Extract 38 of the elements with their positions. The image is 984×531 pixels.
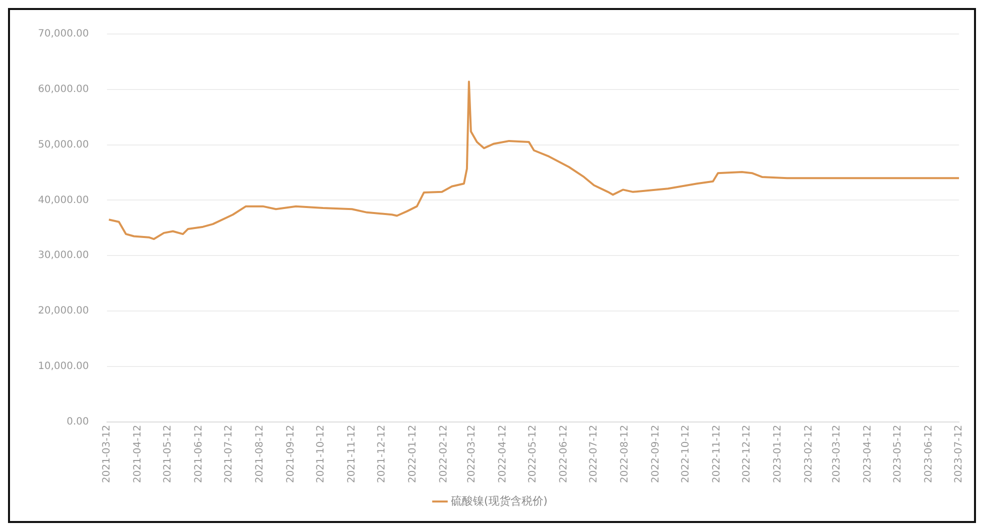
x-tick-label: 2021-11-12 <box>346 424 358 484</box>
x-tick-label: 2021-08-12 <box>254 424 266 484</box>
x-tick-label: 2022-07-12 <box>588 424 600 484</box>
y-tick-label: 20,000.00 <box>38 306 89 317</box>
legend-label: 硫酸镍(现货含税价) <box>450 494 548 508</box>
x-tick-label: 2022-08-12 <box>620 424 631 484</box>
y-tick-label: 60,000.00 <box>38 84 89 96</box>
y-tick-label: 50,000.00 <box>38 139 89 150</box>
x-tick-label: 2022-09-12 <box>650 424 662 484</box>
x-tick-label: 2022-01-12 <box>408 424 419 484</box>
y-tick-label: 10,000.00 <box>38 361 89 372</box>
x-tick-label: 2021-04-12 <box>132 424 144 484</box>
x-tick-label: 2021-09-12 <box>286 424 297 484</box>
x-tick-label: 2021-12-12 <box>376 424 388 484</box>
x-tick-label: 2023-02-12 <box>804 424 815 484</box>
x-tick-label: 2022-05-12 <box>528 424 539 484</box>
x-tick-label: 2023-04-12 <box>862 424 874 484</box>
x-tick-label: 2023-03-12 <box>832 424 843 484</box>
x-tick-label: 2023-07-12 <box>954 424 965 484</box>
x-tick-label: 2022-11-12 <box>712 424 723 484</box>
x-tick-label: 2021-07-12 <box>224 424 235 484</box>
y-tick-label: 30,000.00 <box>38 250 89 262</box>
x-tick-label: 2021-06-12 <box>194 424 204 484</box>
y-tick-label: 40,000.00 <box>38 194 89 206</box>
x-tick-label: 2023-05-12 <box>892 424 904 484</box>
x-tick-label: 2022-12-12 <box>742 424 753 484</box>
x-tick-label: 2021-03-12 <box>101 424 112 484</box>
x-tick-label: 2022-10-12 <box>680 424 692 484</box>
x-tick-label: 2022-02-12 <box>438 424 450 484</box>
x-tick-label: 2022-06-12 <box>558 424 570 484</box>
x-tick-label: 2023-06-12 <box>924 424 935 484</box>
x-tick-label: 2023-01-12 <box>772 424 784 484</box>
x-tick-label: 2022-03-12 <box>466 424 478 484</box>
y-tick-label: 0.00 <box>66 416 89 428</box>
x-tick-label: 2021-05-12 <box>162 424 174 484</box>
x-tick-label: 2022-04-12 <box>498 424 509 484</box>
y-tick-label: 70,000.00 <box>38 28 89 40</box>
x-tick-label: 2021-10-12 <box>316 424 327 484</box>
